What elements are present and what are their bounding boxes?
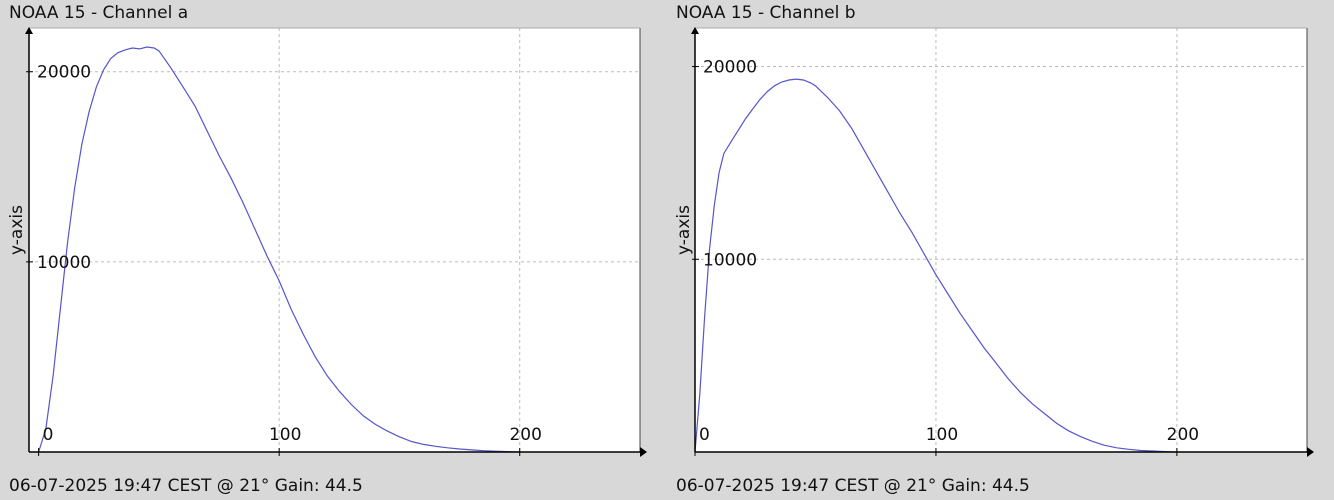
y-axis-arrow (25, 27, 33, 34)
x-tick-label: 100 (926, 425, 958, 445)
x-tick-label: 0 (43, 425, 54, 445)
plot-area (29, 28, 640, 452)
y-tick-label: 20000 (703, 58, 757, 78)
chart-footer: 06-07-2025 19:47 CEST @ 21° Gain: 44.5 (676, 476, 1030, 496)
chart-panel-b: NOAA 15 - Channel b 0 100 200 10000 20000 y-a… (667, 0, 1334, 500)
y-tick-label: 10000 (703, 250, 757, 270)
line-chart: 0 100 200 10000 20000 y-axis (7, 27, 647, 457)
chart-title: NOAA 15 - Channel b (676, 3, 856, 23)
line-chart: 0 100 200 10000 20000 y-axis (674, 27, 1314, 457)
chart-title: NOAA 15 - Channel a (9, 3, 189, 23)
chart-footer: 06-07-2025 19:47 CEST @ 21° Gain: 44.5 (9, 476, 363, 496)
y-tick-label: 10000 (37, 253, 91, 273)
plot-area (695, 28, 1307, 452)
y-axis-label: y-axis (674, 205, 694, 255)
series-line (694, 78, 1177, 453)
x-tick-label: 200 (509, 425, 541, 445)
x-tick-label: 100 (269, 425, 301, 445)
y-axis-arrow (691, 27, 699, 34)
chart-panel-a: NOAA 15 - Channel a 0 100 200 10000 20000 y-a… (7, 3, 647, 496)
x-axis-arrow (640, 447, 647, 457)
x-axis-arrow (1307, 447, 1314, 457)
series-line (38, 46, 520, 453)
x-tick-label: 200 (1167, 425, 1199, 445)
x-tick-label: 0 (699, 425, 710, 445)
y-tick-label: 20000 (37, 63, 91, 83)
y-axis-label: y-axis (7, 205, 27, 255)
